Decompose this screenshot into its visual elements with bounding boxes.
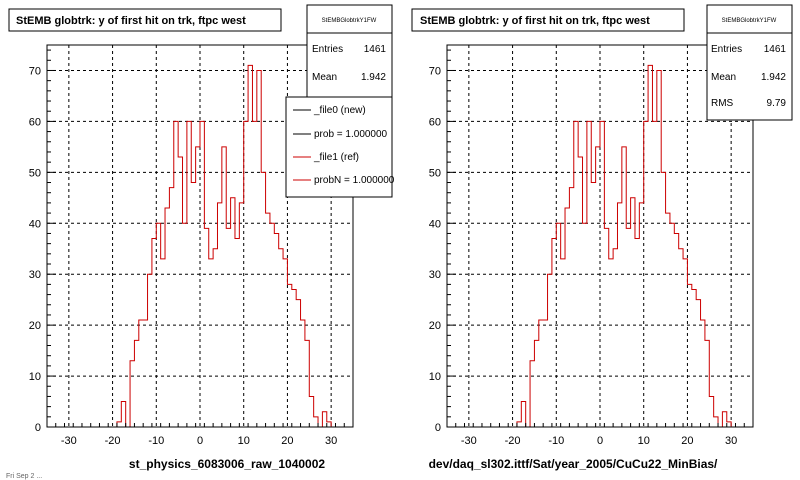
y-tick-label: 0 xyxy=(35,422,41,434)
stats-rms-label-right: RMS xyxy=(711,98,734,109)
footer-timestamp: Fri Sep 2 ... xyxy=(6,473,42,480)
y-tick-label: 10 xyxy=(29,371,41,383)
x-axis-label-right: dev/daq_sl302.ittf/Sat/year_2005/CuCu22_… xyxy=(429,457,718,471)
y-tick-label: 30 xyxy=(429,269,441,281)
y-tick-label: 0 xyxy=(435,422,441,434)
stats-entries-label-left: Entries xyxy=(312,44,343,55)
y-tick-label: 40 xyxy=(29,218,41,230)
legend-label-new: _file0 (new) xyxy=(313,105,366,116)
chart-title-right: StEMB globtrk: y of first hit on trk, ft… xyxy=(420,15,650,27)
y-tick-label: 30 xyxy=(29,269,41,281)
x-tick-label: 0 xyxy=(597,435,603,447)
plot-area-right: -30 -20 -10 0 10 20 30 0 10 20 30 40 50 60 70 xyxy=(429,44,754,447)
y-tick-label: 50 xyxy=(29,167,41,179)
chart-title-left: StEMB globtrk: y of first hit on trk, ft… xyxy=(16,15,246,27)
stats-entries-value-right: 1461 xyxy=(764,44,787,55)
x-tick-label: -30 xyxy=(461,435,477,447)
x-tick-label: 10 xyxy=(638,435,650,447)
stats-rms-value-right: 9.79 xyxy=(767,98,787,109)
title-box-left xyxy=(8,8,282,32)
x-tick-label: -10 xyxy=(148,435,164,447)
x-tick-label: 10 xyxy=(238,435,250,447)
stats-mean-label-right: Mean xyxy=(711,72,736,83)
stats-mean-value-right: 1.942 xyxy=(761,72,786,83)
y-tick-label: 70 xyxy=(429,65,441,77)
x-tick-label: 20 xyxy=(681,435,693,447)
stats-name-right: StEMBGlobtrkY1FW xyxy=(722,18,777,24)
y-tick-label: 20 xyxy=(29,320,41,332)
stats-mean-label-left: Mean xyxy=(312,72,337,83)
x-tick-label: 0 xyxy=(197,435,203,447)
legend-left: _file0 (new) prob = 1.000000 _file1 (ref… xyxy=(285,96,395,198)
stats-box-right: StEMBGlobtrkY1FW Entries 1461 Mean 1.942… xyxy=(706,4,793,121)
panel-left: StEMB globtrk: y of first hit on trk, ft… xyxy=(8,4,395,471)
y-tick-label: 10 xyxy=(429,371,441,383)
y-tick-label: 70 xyxy=(29,65,41,77)
stats-mean-value-left: 1.942 xyxy=(361,72,386,83)
x-tick-label: -30 xyxy=(61,435,77,447)
x-tick-label: 30 xyxy=(725,435,737,447)
stats-name-left: StEMBGlobtrkY1FW xyxy=(322,18,377,24)
plot-frame xyxy=(46,44,354,428)
legend-label-probn: probN = 1.000000 xyxy=(314,175,395,186)
legend-label-prob: prob = 1.000000 xyxy=(314,129,388,140)
title-box-right xyxy=(411,8,685,32)
x-tick-label: -10 xyxy=(548,435,564,447)
y-tick-label: 50 xyxy=(429,167,441,179)
x-axis-label-left: st_physics_6083006_raw_1040002 xyxy=(129,457,325,471)
x-tick-label: -20 xyxy=(505,435,521,447)
x-tick-label: -20 xyxy=(105,435,121,447)
y-tick-label: 60 xyxy=(29,116,41,128)
y-tick-label: 60 xyxy=(429,116,441,128)
stats-box-left: StEMBGlobtrkY1FW Entries 1461 Mean 1.942 xyxy=(306,4,393,106)
x-tick-label: 20 xyxy=(281,435,293,447)
histogram-line xyxy=(47,64,353,428)
histogram-line xyxy=(447,64,753,428)
y-tick-label: 40 xyxy=(429,218,441,230)
stats-entries-label-right: Entries xyxy=(711,44,742,55)
legend-label-ref: _file1 (ref) xyxy=(313,152,359,163)
plot-frame xyxy=(446,44,754,428)
x-tick-label: 30 xyxy=(325,435,337,447)
stats-entries-value-left: 1461 xyxy=(364,44,387,55)
panel-right: StEMB globtrk: y of first hit on trk, ft… xyxy=(411,4,793,471)
y-tick-label: 20 xyxy=(429,320,441,332)
